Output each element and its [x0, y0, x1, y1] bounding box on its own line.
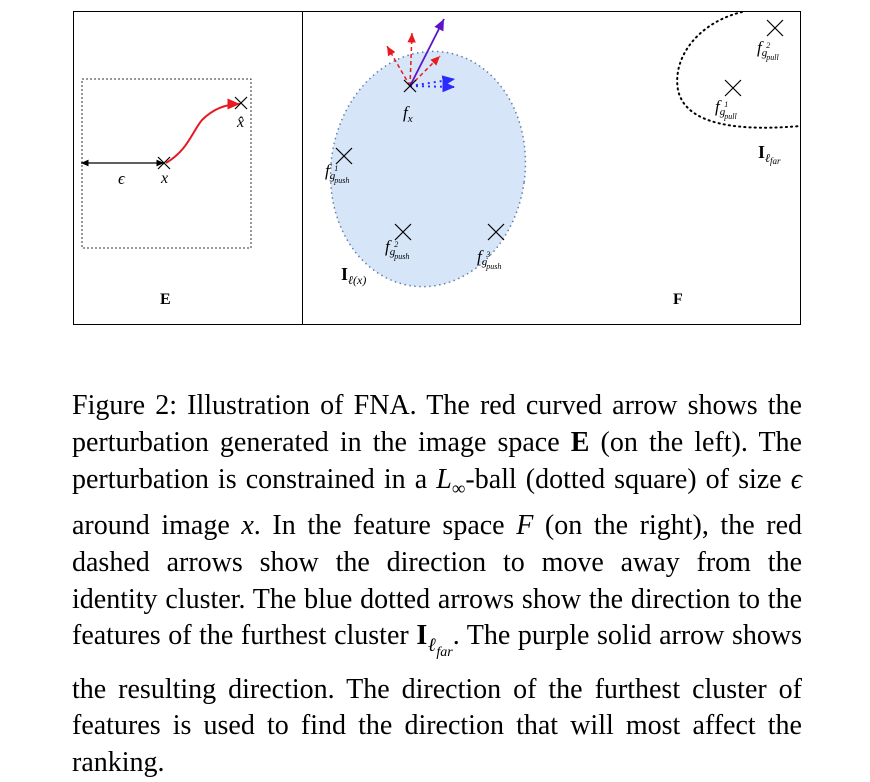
push2-label: fg2 push [385, 237, 409, 261]
push1-cross-mark [335, 147, 353, 165]
fx-label: fx [403, 103, 413, 125]
red-dashed-arrow-up [407, 32, 416, 87]
figure-frame [73, 11, 801, 325]
caption-text-6: (on the right), the red dashed arrows sh… [72, 509, 802, 652]
figure-caption: Figure 2: Illustration of FNA. The red c… [72, 388, 802, 782]
caption-space-e: E [570, 426, 590, 458]
caption-text-2: (on the left). The perturbation is const… [72, 426, 802, 495]
push2-cross-mark [394, 223, 412, 241]
blue-dotted-arrow-upper [409, 75, 456, 87]
caption-paragraph: Figure 2: Illustration of FNA. The red c… [72, 388, 802, 782]
caption-inf-symbol: ∞ [451, 478, 466, 500]
caption-i-symbol: I [416, 620, 428, 652]
caption-f-symbol: F [516, 509, 534, 541]
epsilon-label: ϵ [118, 169, 126, 188]
identity-cluster-label: Iℓ(x) [341, 264, 366, 287]
caption-far: far [436, 644, 453, 660]
linf-ball-square [81, 78, 252, 249]
pull2-label: fg2 pull [757, 38, 779, 62]
caption-text-1: Figure 2: Illustration of FNA. The red c… [72, 390, 802, 458]
push3-cross-mark [487, 223, 505, 241]
caption-x: x [241, 509, 254, 541]
x-cross-mark [157, 156, 171, 170]
blue-dotted-arrow-lower [409, 81, 456, 93]
caption-epsilon: ϵ [790, 463, 802, 495]
fx-cross-mark [403, 79, 417, 93]
push3-label: fg3 push [477, 247, 501, 271]
purple-resulting-arrow [409, 18, 445, 87]
caption-text-3: -ball (dotted square) of size [465, 463, 791, 495]
far-cluster-label: Iℓfar [758, 142, 781, 166]
fna-illustration-figure: ϵ x x̂ E fx fg1 push fg2 push fg3 push Iℓ(x… [73, 11, 801, 325]
pull2-cross-mark [766, 19, 784, 37]
caption-ell: ℓ [427, 634, 437, 656]
red-dashed-arrow-left [386, 45, 411, 87]
x-label: x [160, 170, 168, 187]
far-cluster-boundary [676, 11, 801, 129]
image-space-label: E [160, 291, 171, 308]
caption-l-symbol: L [436, 463, 452, 495]
push1-label: fg1 push [325, 161, 349, 185]
feature-space-label: F [673, 291, 683, 308]
xhat-cross-mark [234, 96, 248, 110]
pull1-label: fg1 pull [715, 97, 737, 121]
caption-text-7: . The purple solid arrow shows the resul… [72, 620, 803, 779]
caption-text-4: around image [72, 509, 242, 541]
xhat-label: x̂ [236, 114, 244, 131]
perturbation-curve-arrow [165, 98, 241, 164]
caption-text-5: . In the feature space [253, 509, 517, 541]
pull1-cross-mark [724, 79, 742, 97]
identity-cluster-region [329, 50, 527, 288]
